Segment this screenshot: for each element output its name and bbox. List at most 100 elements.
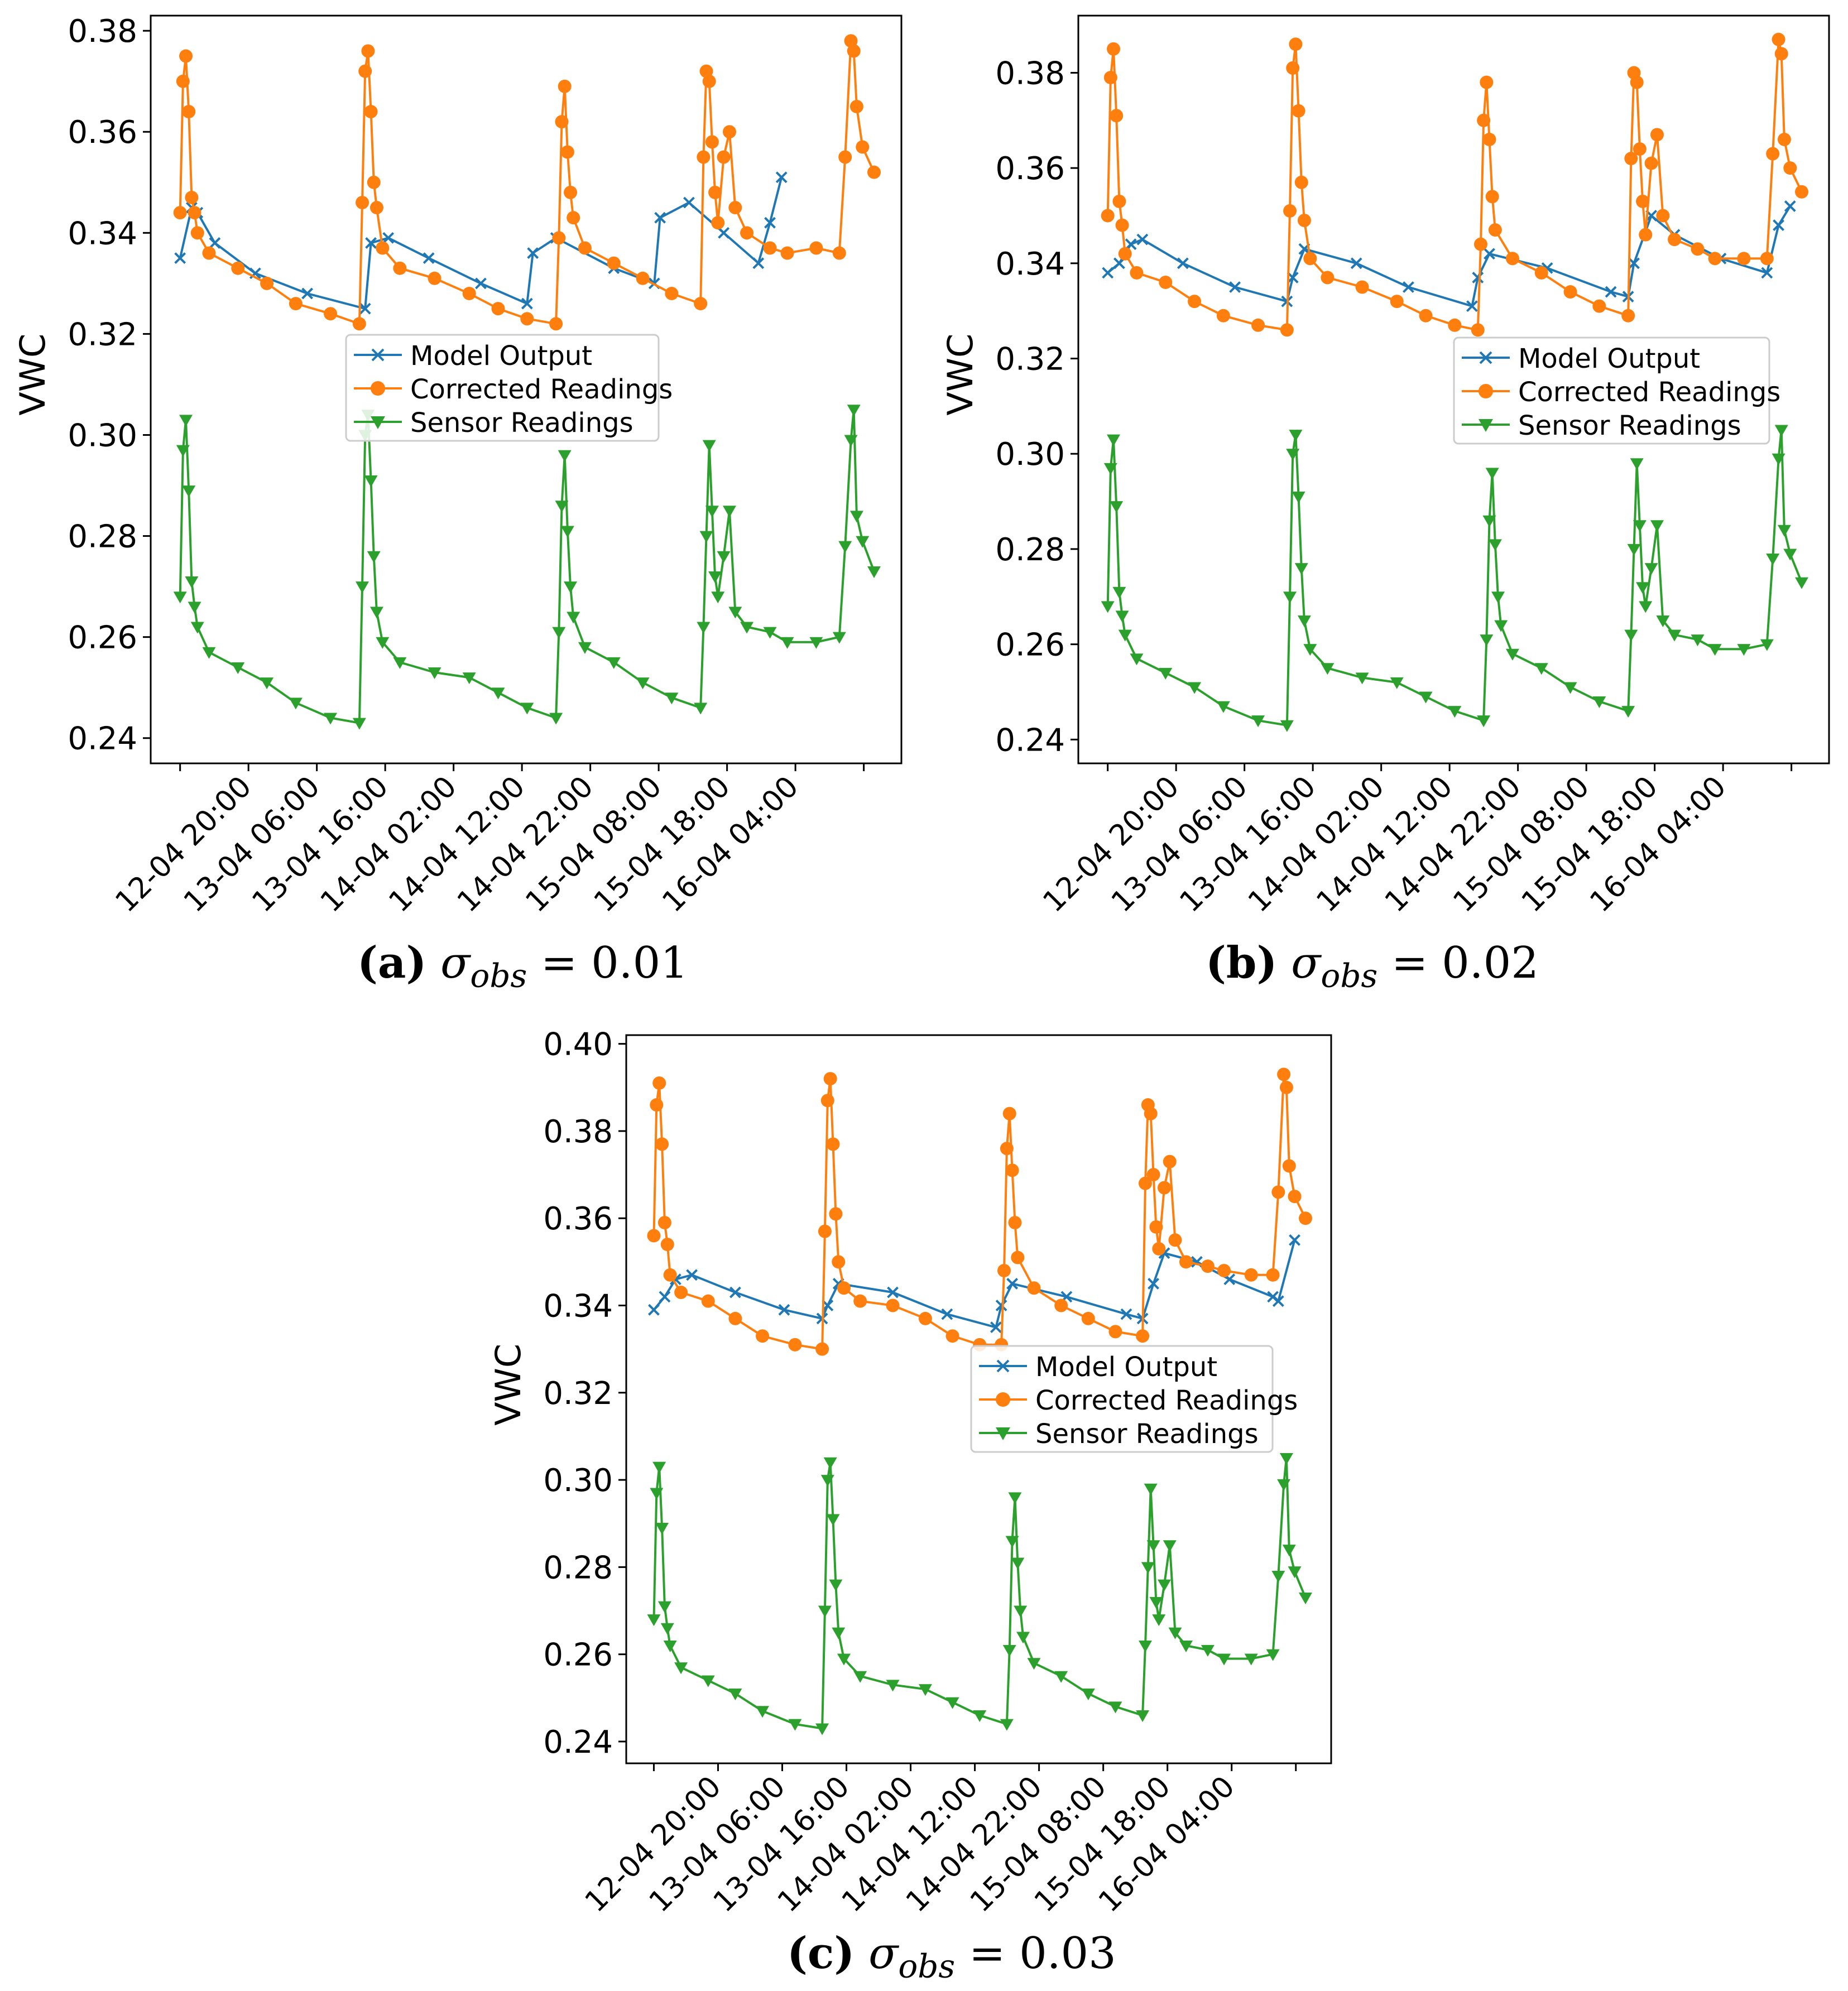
corrected-point: [820, 1094, 834, 1108]
sensor-point: [809, 637, 823, 649]
sensor-point: [815, 1723, 829, 1735]
corrected-point: [1390, 295, 1404, 309]
sensor-point: [1027, 1658, 1041, 1670]
corrected-point: [1179, 1255, 1193, 1269]
model-point: [1605, 286, 1617, 298]
sensor-point: [1708, 644, 1722, 656]
sensor-point: [202, 647, 216, 659]
sensor-point: [1737, 644, 1751, 656]
y-tick-label: 0.26: [995, 627, 1065, 663]
model-point: [1350, 257, 1362, 270]
sensor-point: [1146, 1540, 1160, 1552]
sensor-point: [1216, 701, 1230, 713]
sensor-point: [756, 1706, 770, 1718]
sensor-point: [1008, 1492, 1022, 1504]
corrected-point: [185, 190, 199, 204]
model-point: [654, 211, 666, 224]
corrected-point: [1650, 128, 1664, 142]
corrected-point: [176, 74, 190, 88]
sensor-point: [491, 687, 505, 700]
sensor-point: [1081, 1688, 1095, 1700]
sensor-point: [647, 1614, 661, 1627]
corrected-point: [1159, 275, 1173, 289]
y-tick-label: 0.26: [543, 1637, 613, 1673]
sensor-point: [1668, 629, 1682, 642]
corrected-point: [1321, 271, 1335, 285]
corrected-point: [578, 241, 592, 255]
corrected-point: [1505, 252, 1519, 266]
y-tick-label: 0.36: [995, 151, 1065, 187]
sensor-point: [520, 703, 534, 715]
sensor-point: [1286, 449, 1300, 461]
y-tick-label: 0.40: [543, 1027, 613, 1063]
sensor-point: [1271, 1570, 1285, 1583]
sensor-point: [1289, 430, 1303, 442]
corrected-point: [1271, 1185, 1285, 1199]
sensor-point: [1292, 492, 1305, 504]
model-point: [1761, 267, 1773, 279]
corrected-point: [728, 1311, 742, 1325]
sensor-point: [182, 485, 196, 498]
sensor-point: [818, 1605, 832, 1618]
sensor-point: [1563, 682, 1577, 694]
sensor-point: [1279, 1453, 1293, 1465]
y-tick-label: 0.28: [543, 1550, 613, 1586]
legend-label: Corrected Readings: [1035, 1385, 1298, 1416]
y-tick-label: 0.32: [543, 1376, 613, 1412]
model-point: [521, 297, 533, 310]
model-point: [359, 302, 371, 315]
panel-c-chart: 0.240.260.280.300.320.340.360.380.40VWC1…: [488, 1027, 1332, 1919]
corrected-point: [711, 216, 725, 230]
sensor-point: [1158, 1579, 1172, 1591]
corrected-point: [722, 125, 736, 139]
corrected-point: [945, 1329, 959, 1343]
corrected-point: [832, 1255, 846, 1269]
corrected-point: [1081, 1311, 1095, 1325]
sensor-point: [555, 501, 569, 513]
model-point: [1784, 200, 1796, 212]
sensor-point: [1482, 515, 1496, 527]
y-axis-label: VWC: [12, 334, 53, 416]
corrected-point: [356, 196, 369, 209]
corrected-point: [1297, 214, 1311, 228]
sensor-point: [173, 591, 187, 604]
y-tick-label: 0.34: [68, 215, 137, 252]
corrected-point: [636, 271, 650, 285]
corrected-point: [705, 135, 719, 149]
model-point: [1472, 272, 1484, 283]
sensor-point: [1795, 577, 1809, 589]
model-point: [683, 196, 695, 209]
y-tick-label: 0.28: [68, 519, 137, 555]
corrected-point: [1146, 1168, 1160, 1182]
corrected-point: [756, 1329, 770, 1343]
corrected-point: [1448, 318, 1462, 332]
sensor-point: [1108, 1701, 1122, 1714]
corrected-point: [1639, 228, 1653, 242]
caption-c: (c) σobs = 0.03: [787, 1928, 1116, 1985]
sensor-point: [607, 657, 621, 669]
y-tick-label: 0.30: [543, 1463, 613, 1499]
corrected-point: [1112, 194, 1126, 208]
sensor-point: [1636, 582, 1650, 594]
sensor-point: [1627, 544, 1641, 556]
model-point: [990, 1321, 1002, 1333]
corrected-point: [1630, 75, 1644, 89]
corrected-point: [837, 1281, 851, 1295]
legend-label: Model Output: [1035, 1352, 1217, 1383]
model-point: [659, 1291, 671, 1303]
sensor-point: [1294, 563, 1308, 575]
sensor-point: [886, 1680, 900, 1692]
corrected-point: [1279, 1080, 1293, 1094]
y-tick-label: 0.34: [995, 246, 1065, 282]
corrected-point: [1138, 1176, 1152, 1190]
model-point: [382, 232, 395, 244]
corrected-point: [1485, 190, 1499, 204]
sensor-point: [1505, 648, 1519, 661]
sensor-point: [728, 607, 742, 619]
corrected-point: [231, 261, 245, 275]
sensor-point: [1115, 610, 1129, 623]
corrected-point: [1108, 1325, 1122, 1339]
corrected-point: [694, 297, 708, 311]
corrected-point: [1298, 1211, 1312, 1225]
corrected-point: [1668, 233, 1682, 247]
